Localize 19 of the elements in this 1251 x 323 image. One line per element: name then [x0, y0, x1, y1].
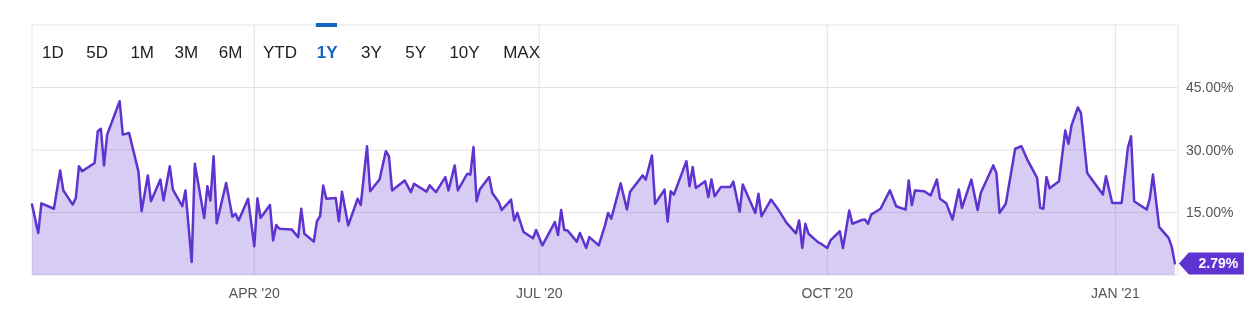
- x-tick-label: JAN '21: [1091, 285, 1140, 301]
- annotation: 1Y: [316, 43, 339, 62]
- annotation: 1M: [130, 43, 155, 62]
- annotation: 1D: [42, 43, 64, 62]
- y-tick-label: 15.00%: [1186, 204, 1234, 221]
- annotation: 5Y: [405, 43, 426, 62]
- annotation: 2.79%: [1198, 255, 1239, 272]
- x-tick-label: APR '20: [228, 285, 280, 301]
- x-tick-label: JUL '20: [515, 285, 563, 301]
- annotation: 10Y: [449, 43, 480, 62]
- annotation: MAX: [503, 43, 541, 62]
- y-tick-label: 30.00%: [1186, 141, 1234, 158]
- x-tick-label: OCT '20: [801, 285, 854, 301]
- annotation: YTD: [263, 43, 297, 62]
- annotation: 3Y: [361, 43, 382, 62]
- y-tick-label: 45.00%: [1186, 79, 1234, 96]
- annotation: 6M: [218, 43, 243, 62]
- annotation: 3M: [174, 43, 199, 62]
- annotation: 5D: [86, 43, 108, 62]
